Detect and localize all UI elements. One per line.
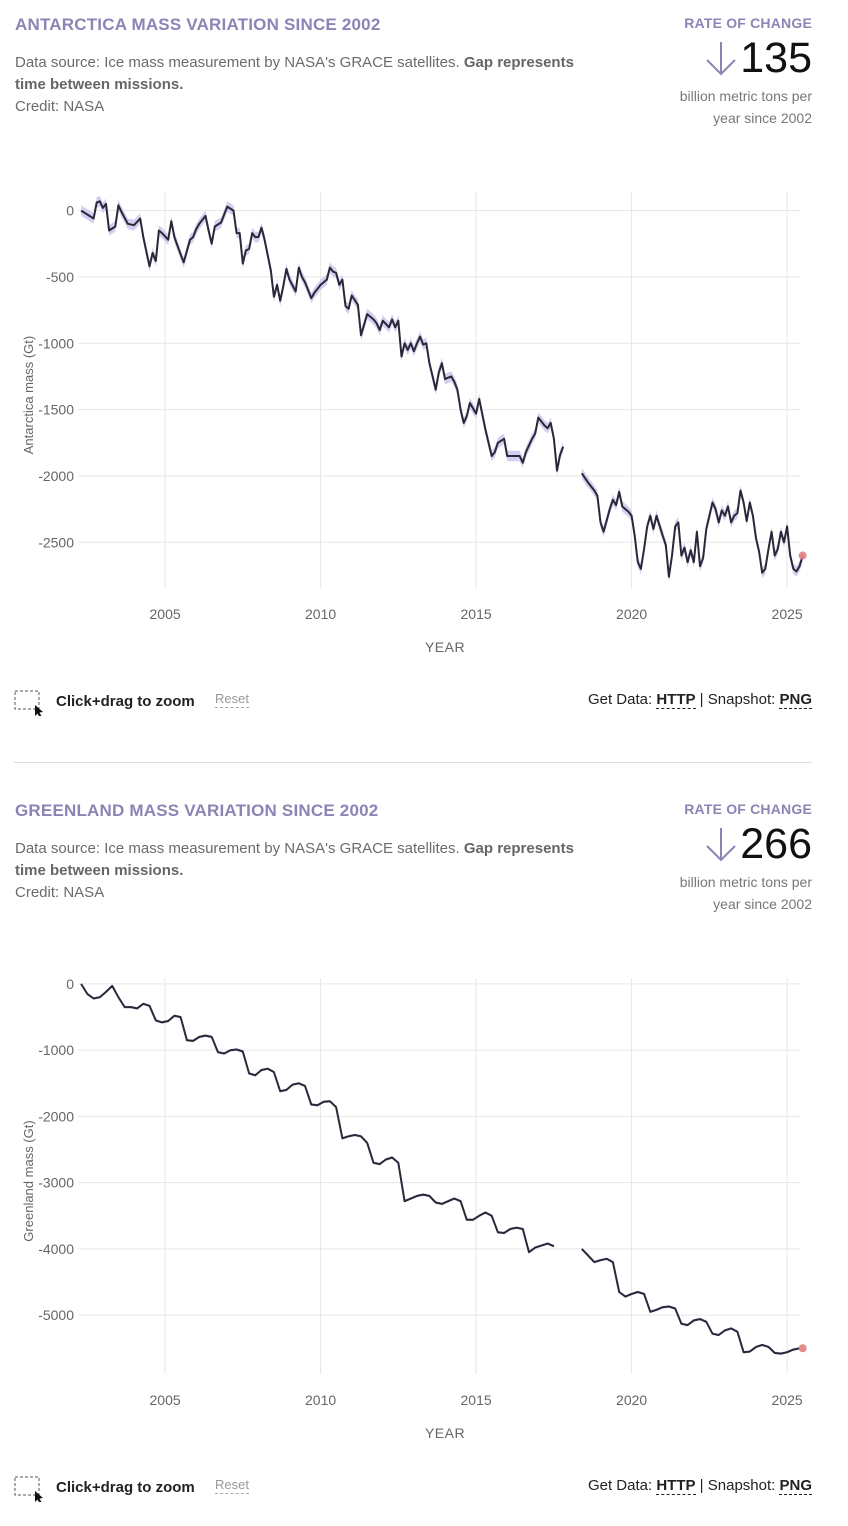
snapshot-label: Snapshot:: [707, 1477, 776, 1494]
latest-data-point: [798, 551, 807, 560]
y-tick-label: 0: [66, 203, 74, 219]
y-tick-label: -1000: [38, 335, 74, 351]
rate-label: RATE OF CHANGE: [684, 801, 812, 817]
gap-note: Gap represents time between missions.: [15, 840, 574, 879]
x-tick-label: 2015: [461, 606, 492, 622]
panel-separator: [14, 762, 812, 763]
data-source-text: Data source: Ice mass measurement by NAS…: [15, 54, 460, 71]
mass-series-line: [80, 983, 555, 1254]
get-data-links: Get Data: HTTP | Snapshot: PNG: [587, 1477, 812, 1495]
x-tick-label: 2020: [616, 606, 647, 622]
greenland-mass-chart[interactable]: 0 -1000 -2000 -3000 -4000 -5000 2005 2010 2015 20…: [0, 956, 848, 1456]
rate-unit: billion metric tons per year since 2002: [572, 85, 812, 129]
y-tick-label: -3000: [38, 1175, 74, 1191]
grid: [78, 978, 800, 1374]
uncertainty-band: [81, 196, 564, 476]
antarctica-panel: ANTARCTICA MASS VARIATION SINCE 2002 Dat…: [0, 0, 848, 740]
y-tick-label: -1000: [38, 1042, 74, 1058]
rate-value: 135: [740, 34, 812, 82]
uncertainty-band: [581, 468, 803, 583]
y-tick-label: 0: [66, 976, 74, 992]
rate-label: RATE OF CHANGE: [684, 15, 812, 31]
get-data-links: Get Data: HTTP | Snapshot: PNG: [587, 691, 812, 709]
y-tick-label: -2500: [38, 534, 74, 550]
x-tick-label: 2025: [772, 1392, 803, 1408]
rate-of-change: RATE OF CHANGE 135 billion metric tons p…: [572, 15, 812, 129]
http-link[interactable]: HTTP: [656, 691, 696, 709]
x-tick-label: 2015: [461, 1392, 492, 1408]
credit-text: Credit: NASA: [15, 98, 105, 115]
data-source-text: Data source: Ice mass measurement by NAS…: [15, 840, 460, 857]
panel-description: Data source: Ice mass measurement by NAS…: [15, 52, 575, 118]
rate-of-change: RATE OF CHANGE 266 billion metric tons p…: [572, 801, 812, 915]
zoom-select-icon[interactable]: [14, 1476, 44, 1502]
rate-value: 266: [740, 820, 812, 868]
divider: |: [699, 1477, 704, 1494]
panel-title: ANTARCTICA MASS VARIATION SINCE 2002: [15, 15, 381, 34]
png-link[interactable]: PNG: [779, 691, 812, 709]
y-tick-label: -4000: [38, 1241, 74, 1257]
y-axis-label: Greenland mass (Gt): [21, 1120, 36, 1241]
uncertainty-band: [581, 1247, 800, 1355]
arrow-down-icon: [706, 42, 736, 76]
antarctica-mass-chart[interactable]: 0 -500 -1000 -1500 -2000 -2500 2005 2010 2015 202…: [0, 170, 848, 670]
rate-unit-line1: billion metric tons per: [679, 874, 812, 890]
mass-series-line: [80, 200, 565, 472]
zoom-hint: Click+drag to zoom: [56, 1479, 195, 1496]
y-tick-label: -1500: [38, 402, 74, 418]
x-tick-label: 2005: [150, 1392, 181, 1408]
reset-button[interactable]: Reset: [215, 1477, 249, 1494]
chart-controls: Click+drag to zoom Reset Get Data: HTTP …: [0, 1472, 848, 1502]
get-data-label: Get Data:: [587, 1477, 653, 1494]
y-tick-label: -2000: [38, 468, 74, 484]
rate-unit-line2: year since 2002: [713, 110, 812, 126]
x-tick-label: 2010: [305, 606, 336, 622]
y-tick-label: -5000: [38, 1307, 74, 1323]
zoom-select-icon[interactable]: [14, 690, 44, 716]
x-tick-label: 2010: [305, 1392, 336, 1408]
http-link[interactable]: HTTP: [656, 1477, 696, 1495]
panel-description: Data source: Ice mass measurement by NAS…: [15, 838, 575, 904]
png-link[interactable]: PNG: [779, 1477, 812, 1495]
x-axis-label: YEAR: [425, 1425, 465, 1441]
credit-text: Credit: NASA: [15, 884, 105, 901]
y-tick-label: -2000: [38, 1108, 74, 1124]
latest-data-point: [798, 1344, 807, 1353]
divider: |: [699, 691, 704, 708]
arrow-down-icon: [706, 828, 736, 862]
zoom-hint: Click+drag to zoom: [56, 693, 195, 710]
snapshot-label: Snapshot:: [707, 691, 776, 708]
y-tick-label: -500: [46, 269, 74, 285]
rate-unit: billion metric tons per year since 2002: [572, 871, 812, 915]
x-axis-label: YEAR: [425, 639, 465, 655]
panel-title: GREENLAND MASS VARIATION SINCE 2002: [15, 801, 379, 820]
rate-unit-line2: year since 2002: [713, 896, 812, 912]
greenland-panel: GREENLAND MASS VARIATION SINCE 2002 Data…: [0, 786, 848, 1526]
chart-controls: Click+drag to zoom Reset Get Data: HTTP …: [0, 686, 848, 716]
mass-series-line: [581, 1248, 800, 1355]
mass-series-line: [580, 472, 804, 578]
y-axis-label: Antarctica mass (Gt): [21, 336, 36, 454]
x-tick-label: 2020: [616, 1392, 647, 1408]
reset-button[interactable]: Reset: [215, 691, 249, 708]
rate-unit-line1: billion metric tons per: [679, 88, 812, 104]
gap-note: Gap represents time between missions.: [15, 54, 574, 93]
x-tick-label: 2025: [772, 606, 803, 622]
x-tick-label: 2005: [150, 606, 181, 622]
get-data-label: Get Data:: [587, 691, 653, 708]
